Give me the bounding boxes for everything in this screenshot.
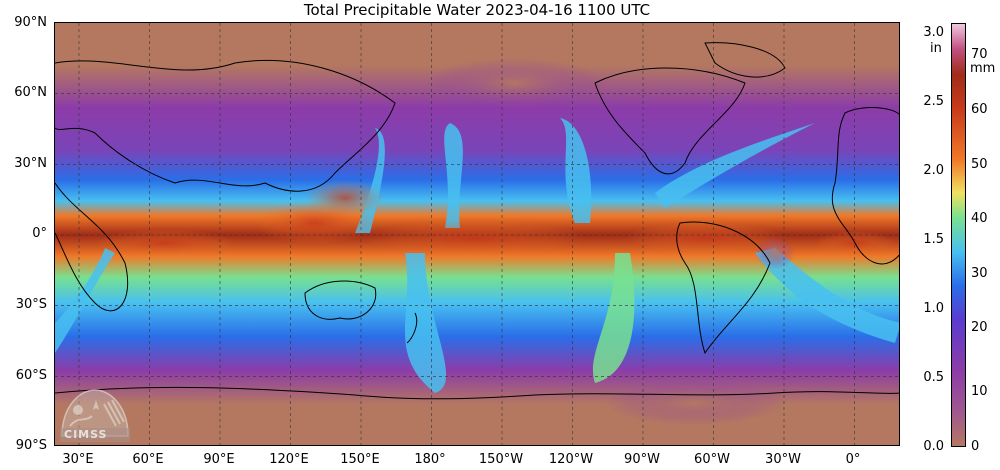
lon-label-0: 0° — [845, 452, 861, 467]
lat-label-90s: 90°S — [15, 438, 47, 453]
moisture-plumes — [55, 118, 899, 393]
colorbar-mm-tick-40: 40 — [971, 211, 988, 226]
colorbar-in-tick-0-5: 0.5 — [923, 370, 944, 385]
lat-label-30s: 30°S — [15, 297, 47, 312]
colorbar — [951, 23, 966, 447]
lon-label-150w: 150°W — [478, 452, 524, 467]
colorbar-mm-tick-20: 20 — [971, 320, 988, 335]
lat-label-60n: 60°N — [14, 85, 47, 100]
lon-label-90w: 90°W — [624, 452, 660, 467]
dry-patches — [425, 58, 795, 425]
lon-label-90e: 90°E — [203, 452, 235, 467]
colorbar-inch-unit: in — [930, 41, 942, 56]
colorbar-mm-unit: mm — [970, 61, 996, 76]
colorbar-mm-tick-10: 10 — [971, 384, 988, 399]
colorbar-in-tick-0-0: 0.0 — [923, 439, 944, 454]
tpw-map — [54, 22, 900, 446]
lon-label-180: 180° — [414, 452, 446, 467]
lat-label-0: 0° — [32, 226, 47, 241]
lon-label-120e: 120°E — [269, 452, 309, 467]
colorbar-in-tick-3-0: 3.0 — [923, 25, 944, 40]
map-title: Total Precipitable Water 2023-04-16 1100… — [303, 1, 651, 19]
wet-cores — [95, 180, 895, 257]
colorbar-mm-tick-60: 60 — [971, 102, 988, 117]
colorbar-in-tick-2-5: 2.5 — [923, 94, 944, 109]
colorbar-in-tick-2-0: 2.0 — [923, 163, 944, 178]
colorbar-mm-tick-70: 70 — [971, 47, 988, 62]
lon-label-150e: 150°E — [340, 452, 380, 467]
colorbar-in-tick-1-0: 1.0 — [923, 301, 944, 316]
lat-label-60s: 60°S — [15, 368, 47, 383]
lon-label-60w: 60°W — [694, 452, 730, 467]
colorbar-mm-tick-30: 30 — [971, 266, 988, 281]
colorbar-mm-tick-50: 50 — [971, 157, 988, 172]
cimss-logo-text: CIMSS — [64, 428, 108, 441]
colorbar-in-tick-1-5: 1.5 — [923, 232, 944, 247]
lon-label-120w: 120°W — [548, 452, 594, 467]
coastlines — [55, 42, 899, 400]
lon-label-30w: 30°W — [765, 452, 801, 467]
colorbar-mm-tick-0: 0 — [971, 439, 980, 454]
graticule — [55, 23, 899, 445]
lon-label-60e: 60°E — [132, 452, 164, 467]
lat-label-90n: 90°N — [14, 15, 47, 30]
lon-label-30e: 30°E — [62, 452, 94, 467]
cimss-logo — [60, 389, 130, 442]
lat-label-30n: 30°N — [14, 156, 47, 171]
